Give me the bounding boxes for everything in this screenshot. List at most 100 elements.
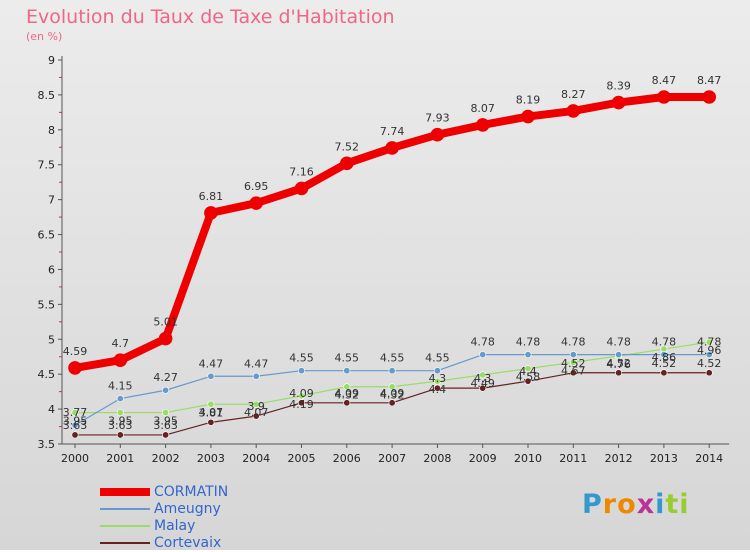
data-label-ameugny: 4.78 bbox=[652, 336, 677, 349]
data-point-cormatin bbox=[521, 109, 535, 124]
data-point-cormatin bbox=[68, 361, 82, 375]
data-label-cormatin: 8.07 bbox=[470, 102, 495, 115]
data-point-ameugny bbox=[433, 367, 441, 375]
data-point-cortevaix bbox=[162, 431, 170, 439]
y-tick-label: 6.5 bbox=[38, 229, 56, 242]
data-point-cormatin bbox=[385, 141, 399, 155]
data-label-ameugny: 4.47 bbox=[199, 357, 224, 370]
data-label-cormatin: 7.16 bbox=[289, 165, 314, 178]
data-point-cormatin bbox=[611, 95, 626, 110]
data-label-malay: 4.67 bbox=[561, 364, 586, 377]
data-label-cormatin: 7.74 bbox=[380, 125, 405, 138]
logo-letter: i bbox=[655, 489, 666, 520]
y-tick-label: 8.5 bbox=[38, 89, 56, 102]
legend-swatch bbox=[100, 508, 150, 510]
data-point-ameugny bbox=[162, 386, 170, 394]
data-label-malay: 3.95 bbox=[108, 415, 133, 428]
data-point-malay bbox=[297, 392, 305, 400]
logo-letter: P bbox=[582, 489, 603, 520]
y-tick-label: 6 bbox=[48, 263, 55, 276]
data-point-cormatin bbox=[158, 331, 173, 346]
x-tick-label: 2001 bbox=[106, 452, 134, 465]
data-label-ameugny: 4.55 bbox=[425, 352, 450, 365]
data-point-cortevaix bbox=[660, 369, 668, 377]
data-point-cortevaix bbox=[297, 399, 305, 407]
data-point-cortevaix bbox=[524, 377, 532, 385]
data-label-cormatin: 8.47 bbox=[697, 74, 722, 87]
data-label-malay: 3.95 bbox=[153, 415, 178, 428]
y-tick-label: 5 bbox=[48, 333, 55, 346]
data-point-ameugny bbox=[705, 351, 713, 359]
data-point-ameugny bbox=[71, 421, 79, 429]
data-label-cormatin: 7.52 bbox=[335, 140, 360, 153]
data-point-cortevaix bbox=[615, 369, 623, 377]
legend-label: Ameugny bbox=[154, 501, 221, 517]
data-point-cortevaix bbox=[207, 418, 215, 426]
x-tick-label: 2008 bbox=[423, 452, 451, 465]
legend-swatch bbox=[100, 525, 150, 527]
x-tick-label: 2010 bbox=[514, 452, 542, 465]
data-label-cortevaix: 3.81 bbox=[199, 406, 224, 419]
chart-title: Evolution du Taux de Taxe d'Habitation bbox=[26, 6, 395, 28]
data-point-malay bbox=[71, 409, 79, 417]
data-point-cormatin bbox=[475, 118, 490, 132]
data-point-ameugny bbox=[343, 367, 351, 375]
x-tick-label: 2012 bbox=[605, 452, 633, 465]
data-point-malay bbox=[524, 365, 532, 373]
data-label-ameugny: 4.78 bbox=[470, 336, 495, 349]
x-tick-label: 2009 bbox=[469, 452, 497, 465]
y-tick-label: 7.5 bbox=[38, 159, 56, 172]
data-point-cortevaix bbox=[569, 369, 577, 377]
data-label-ameugny: 4.78 bbox=[697, 336, 722, 349]
proxiti-logo: Proxiti bbox=[582, 489, 690, 520]
chart-subtitle: (en %) bbox=[26, 30, 63, 43]
data-label-ameugny: 4.78 bbox=[516, 336, 541, 349]
x-tick-label: 2007 bbox=[378, 452, 406, 465]
y-tick-label: 5.5 bbox=[38, 298, 56, 311]
data-point-malay bbox=[343, 383, 351, 391]
logo-letter: r bbox=[602, 489, 618, 520]
x-tick-label: 2006 bbox=[333, 452, 361, 465]
data-label-cormatin: 4.59 bbox=[63, 345, 88, 358]
y-tick-label: 8 bbox=[48, 124, 55, 137]
data-point-cortevaix bbox=[479, 384, 487, 392]
y-tick-label: 4.5 bbox=[38, 368, 56, 381]
x-tick-label: 2002 bbox=[152, 452, 180, 465]
data-label-cortevaix: 3.63 bbox=[108, 419, 133, 432]
data-point-cortevaix bbox=[343, 399, 351, 407]
data-label-cormatin: 8.39 bbox=[606, 80, 631, 93]
data-point-cormatin bbox=[294, 181, 309, 196]
data-label-malay: 4.07 bbox=[244, 406, 269, 419]
data-label-cortevaix: 4.52 bbox=[652, 357, 677, 370]
data-point-cormatin bbox=[430, 127, 445, 142]
data-point-ameugny bbox=[615, 351, 623, 359]
data-label-cormatin: 6.81 bbox=[199, 190, 224, 203]
data-point-cormatin bbox=[702, 90, 717, 104]
data-label-cortevaix: 4.3 bbox=[474, 372, 492, 385]
data-label-ameugny: 4.55 bbox=[380, 352, 405, 365]
data-label-malay: 4.32 bbox=[380, 389, 405, 402]
data-point-ameugny bbox=[524, 351, 532, 359]
legend-label: Malay bbox=[154, 518, 196, 534]
legend-label: CORMATIN bbox=[154, 484, 229, 500]
logo-letter: o bbox=[617, 489, 637, 520]
legend-swatch bbox=[100, 488, 150, 496]
x-tick-label: 2004 bbox=[242, 452, 270, 465]
y-tick-label: 4 bbox=[48, 403, 55, 416]
logo-letter: i bbox=[679, 489, 690, 520]
data-point-cortevaix bbox=[116, 431, 124, 439]
data-label-ameugny: 4.47 bbox=[244, 357, 269, 370]
x-tick-label: 2000 bbox=[61, 452, 89, 465]
data-label-cortevaix: 4.3 bbox=[429, 372, 447, 385]
data-label-malay: 4.4 bbox=[429, 383, 447, 396]
data-point-cortevaix bbox=[705, 369, 713, 377]
data-label-cormatin: 7.93 bbox=[425, 112, 450, 125]
data-point-malay bbox=[116, 409, 124, 417]
data-point-malay bbox=[252, 400, 260, 408]
data-label-cortevaix: 4.09 bbox=[335, 387, 360, 400]
x-tick-label: 2005 bbox=[288, 452, 316, 465]
data-point-malay bbox=[705, 338, 713, 346]
data-label-cortevaix: 4.09 bbox=[380, 387, 405, 400]
data-label-ameugny: 4.55 bbox=[335, 352, 360, 365]
